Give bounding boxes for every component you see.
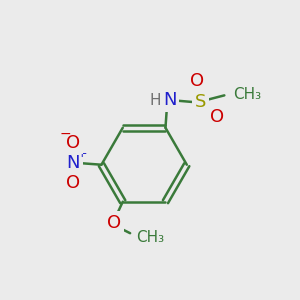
Text: N: N <box>163 92 177 110</box>
Text: CH₃: CH₃ <box>136 230 164 245</box>
Text: N: N <box>67 154 80 172</box>
Text: O: O <box>190 72 204 90</box>
Text: H: H <box>150 93 161 108</box>
Text: −: − <box>59 127 71 141</box>
Text: O: O <box>210 108 224 126</box>
Text: O: O <box>66 174 80 192</box>
Text: O: O <box>107 214 121 232</box>
Text: O: O <box>66 134 80 152</box>
Text: CH₃: CH₃ <box>233 87 261 102</box>
Text: S: S <box>195 93 206 111</box>
Text: +: + <box>76 147 87 160</box>
